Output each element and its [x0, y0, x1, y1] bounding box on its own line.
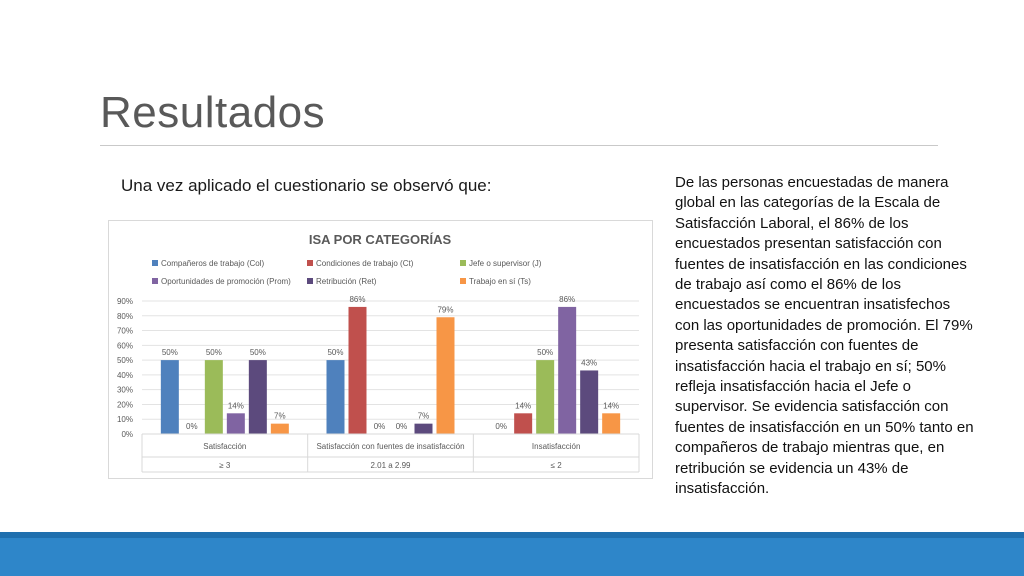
- data-label: 50%: [327, 348, 343, 357]
- category-label: Insatisfacción: [532, 442, 580, 451]
- legend-label: Jefe o supervisor (J): [469, 259, 542, 268]
- legend-swatch: [152, 278, 158, 284]
- y-tick-label: 60%: [117, 341, 133, 350]
- data-label: 79%: [437, 305, 453, 314]
- chart-title: ISA POR CATEGORÍAS: [309, 232, 452, 247]
- legend-label: Retribución (Ret): [316, 277, 377, 286]
- data-label: 50%: [537, 348, 553, 357]
- y-tick-label: 90%: [117, 297, 133, 306]
- legend-swatch: [152, 260, 158, 266]
- data-label: 50%: [162, 348, 178, 357]
- bar: [414, 423, 433, 434]
- slide-title: Resultados: [100, 88, 326, 137]
- chart-svg: ISA POR CATEGORÍAS Compañeros de trabajo …: [117, 232, 640, 473]
- y-tick-label: 10%: [117, 415, 133, 424]
- data-label: 0%: [396, 422, 408, 431]
- data-label: 7%: [274, 412, 286, 421]
- legend-label: Oportunidades de promoción (Prom): [161, 277, 291, 286]
- bar: [558, 306, 577, 434]
- data-label: 14%: [228, 401, 244, 410]
- y-tick-label: 20%: [117, 400, 133, 409]
- bar: [326, 360, 345, 434]
- bar: [160, 360, 179, 434]
- bar: [226, 413, 245, 434]
- slide-subtitle: Una vez aplicado el cuestionario se obse…: [121, 176, 492, 195]
- bar: [348, 306, 367, 434]
- y-tick-label: 70%: [117, 327, 133, 336]
- data-label: 0%: [495, 422, 507, 431]
- category-range-label: 2.01 a 2.99: [370, 461, 411, 470]
- bar: [204, 360, 223, 434]
- data-label: 43%: [581, 358, 597, 367]
- legend-swatch: [460, 260, 466, 266]
- y-tick-label: 40%: [117, 371, 133, 380]
- data-label: 86%: [349, 295, 365, 304]
- results-description: De las personas encuestadas de manera gl…: [675, 174, 974, 498]
- data-label: 14%: [515, 401, 531, 410]
- data-label: 14%: [603, 401, 619, 410]
- legend-label: Trabajo en sí (Ts): [469, 277, 531, 286]
- data-label: 0%: [186, 422, 198, 431]
- data-label: 50%: [206, 348, 222, 357]
- bar: [436, 317, 455, 434]
- category-range-label: ≤ 2: [551, 461, 563, 470]
- bar: [580, 370, 599, 434]
- bar: [248, 360, 267, 434]
- data-label: 0%: [374, 422, 386, 431]
- footer-band: [0, 532, 1024, 576]
- y-tick-label: 80%: [117, 312, 133, 321]
- category-label: Satisfacción con fuentes de insatisfacci…: [316, 442, 464, 451]
- bar: [602, 413, 621, 434]
- legend-swatch: [307, 260, 313, 266]
- y-tick-label: 50%: [117, 356, 133, 365]
- legend-swatch: [460, 278, 466, 284]
- footer-band-edge: [0, 532, 1024, 538]
- data-label: 7%: [418, 412, 430, 421]
- y-tick-label: 0%: [121, 430, 133, 439]
- legend-swatch: [307, 278, 313, 284]
- bar: [514, 413, 533, 434]
- title-divider: [100, 145, 938, 146]
- data-label: 50%: [250, 348, 266, 357]
- category-range-label: ≥ 3: [219, 461, 231, 470]
- category-label: Satisfacción: [203, 442, 246, 451]
- data-label: 86%: [559, 295, 575, 304]
- y-tick-label: 30%: [117, 386, 133, 395]
- bar: [270, 423, 289, 434]
- legend-label: Compañeros de trabajo (Col): [161, 259, 264, 268]
- bar-chart: ISA POR CATEGORÍAS Compañeros de trabajo …: [108, 220, 653, 479]
- bar: [536, 360, 555, 434]
- legend-label: Condiciones de trabajo (Ct): [316, 259, 414, 268]
